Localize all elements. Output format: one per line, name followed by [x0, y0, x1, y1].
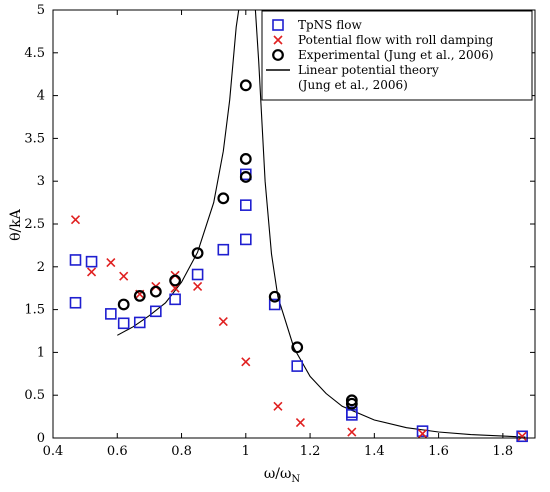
data-point-square [191, 268, 204, 281]
y-axis-label: θ/kA [8, 208, 24, 241]
data-point-square [133, 316, 146, 329]
data-point-square [117, 317, 130, 330]
data-point-circle [217, 192, 230, 205]
data-point-square [516, 430, 528, 443]
data-point-square [346, 409, 358, 421]
legend-square-icon [272, 19, 284, 31]
data-point-circle [268, 290, 281, 303]
legend-label: Potential flow with roll damping [298, 33, 494, 47]
x-tick-label: 0.8 [171, 444, 192, 459]
data-point-square [69, 296, 82, 309]
plot-area [69, 10, 528, 443]
data-point-x [347, 427, 357, 437]
data-point-circle [239, 79, 252, 92]
x-tick-label: 1.2 [300, 444, 321, 459]
data-point-x [295, 418, 305, 428]
data-point-x [273, 401, 283, 411]
legend-item: Potential flow with roll damping [273, 33, 494, 47]
legend-item: TpNS flow [272, 18, 362, 32]
data-point-square [105, 308, 117, 320]
y-tick-label: 2 [37, 260, 45, 275]
data-point-x [517, 431, 527, 441]
data-point-square [416, 425, 429, 437]
legend-label: Experimental (Jung et al., 2006) [298, 48, 494, 62]
y-tick-label: 4.5 [24, 46, 45, 61]
y-tick-label: 3 [37, 174, 45, 189]
data-point-x [241, 357, 251, 367]
data-point-circle [169, 274, 182, 287]
data-point-circle [133, 290, 146, 302]
data-point-x [193, 281, 203, 292]
series-line [117, 10, 526, 438]
data-point-square [169, 293, 181, 306]
y-tick-label: 0 [37, 431, 45, 446]
legend-box [261, 10, 533, 101]
y-tick-label: 3.5 [24, 131, 45, 146]
data-point-x [86, 267, 97, 277]
data-point-square [150, 305, 162, 318]
data-point-x [218, 317, 228, 327]
legend-label: Linear potential theory (Jung et al., 200… [298, 63, 439, 92]
x-tick-label: 0.6 [107, 444, 128, 459]
data-point-square [69, 254, 82, 266]
axes: 0.4 0.6 0.8 1 1.2 1.4 1.6 1.8 0 0.5 1 1.5 2 2.5 3 3.5 4 4… [24, 3, 536, 459]
data-point-circle [239, 153, 252, 165]
x-tick-label: 1.8 [493, 444, 514, 459]
data-point-x [119, 271, 129, 281]
data-point-square [268, 298, 281, 311]
y-tick-label: 1 [37, 345, 45, 360]
x-tick-label: 0.4 [43, 444, 64, 459]
series-markers-2 [117, 79, 358, 410]
data-point-circle [117, 298, 130, 311]
data-point-circle [291, 341, 304, 354]
data-point-circle [345, 397, 358, 410]
data-point-x [70, 215, 81, 225]
data-point-x [417, 429, 428, 439]
data-point-square [240, 233, 252, 246]
data-point-square [240, 199, 252, 211]
legend-circle-icon [272, 49, 284, 61]
data-point-square [217, 243, 230, 256]
y-tick-label: 0.5 [24, 388, 45, 403]
x-tick-label: 1 [242, 444, 250, 459]
x-tick-label: 1.4 [364, 444, 385, 459]
data-point-circle [149, 285, 162, 298]
x-tick-label: 1.6 [428, 444, 449, 459]
data-point-circle [239, 171, 252, 183]
legend-item: Experimental (Jung et al., 2006) [272, 48, 494, 62]
series-markers-0 [69, 168, 528, 443]
series-3 [117, 10, 526, 438]
y-tick-label: 4 [37, 89, 45, 104]
y-tick-label: 2.5 [24, 217, 45, 232]
data-point-square [291, 360, 304, 372]
legend-item: Linear potential theory (Jung et al., 200… [266, 63, 439, 92]
data-point-circle [191, 247, 204, 260]
legend-label: TpNS flow [298, 18, 362, 32]
data-point-square [85, 255, 98, 268]
legend-x-icon [273, 35, 283, 45]
y-tick-label: 5 [37, 3, 45, 18]
y-tick-label: 1.5 [24, 303, 45, 318]
x-axis-label: ω/ωN [264, 466, 301, 485]
data-point-x [106, 257, 116, 268]
